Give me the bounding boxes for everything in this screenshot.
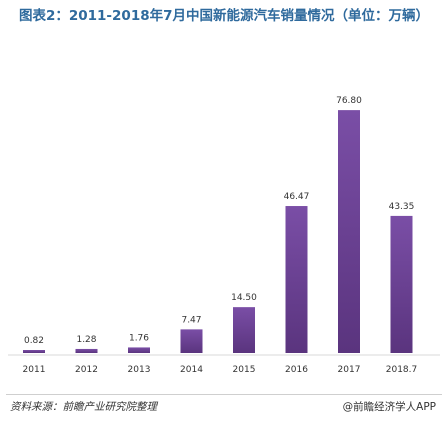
x-tick-label-2012: 2012 — [75, 365, 98, 375]
x-tick-label-2018.7: 2018.7 — [386, 365, 418, 375]
bar-2017 — [338, 110, 360, 354]
value-label-2013: 1.76 — [129, 333, 149, 343]
value-label-2018.7: 43.35 — [389, 202, 415, 212]
value-label-2015: 14.50 — [231, 293, 257, 303]
x-tick-label-2013: 2013 — [128, 365, 151, 375]
footer-divider — [6, 394, 442, 395]
x-tick-label-2015: 2015 — [233, 365, 256, 375]
bar-2013 — [128, 347, 150, 353]
x-tick-label-2014: 2014 — [180, 365, 203, 375]
bar-2011 — [23, 350, 45, 353]
bar-2015 — [233, 307, 255, 353]
source-note: 资料来源：前瞻产业研究院整理 — [10, 401, 157, 413]
credit-note: @前瞻经济学人APP — [342, 401, 436, 413]
bar-2014 — [180, 329, 203, 353]
value-label-2017: 76.80 — [336, 96, 362, 106]
value-label-2012: 1.28 — [76, 335, 96, 345]
bar-2016 — [285, 206, 308, 353]
footer: 资料来源：前瞻产业研究院整理 @前瞻经济学人APP — [0, 390, 448, 421]
x-tick-label-2017: 2017 — [338, 365, 361, 375]
value-label-2014: 7.47 — [181, 315, 201, 325]
chart-title: 图表2：2011-2018年7月中国新能源汽车销量情况（单位：万辆） — [18, 8, 430, 24]
bar-2018.7 — [390, 215, 413, 353]
x-tick-label-2016: 2016 — [285, 365, 308, 375]
bar-2012 — [75, 348, 98, 353]
value-label-2016: 46.47 — [284, 192, 310, 202]
x-tick-label-2011: 2011 — [23, 365, 46, 375]
value-label-2011: 0.82 — [24, 336, 44, 346]
bar-chart: 0.82 1.28 1.76 7.47 14.50 46.47 76.80 43.35 201… — [8, 96, 440, 375]
